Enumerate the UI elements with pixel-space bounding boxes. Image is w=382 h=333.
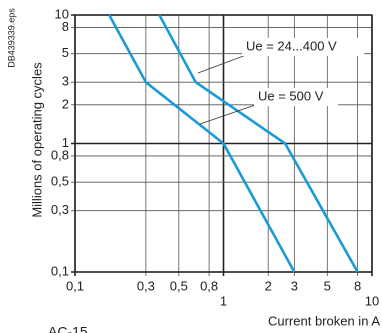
- x-tick-label: 0,5: [170, 278, 188, 293]
- y-tick-label: 0,1: [51, 263, 69, 278]
- x-tick-label: 0,1: [66, 278, 84, 293]
- series-label: Ue = 24...400 V: [246, 38, 337, 53]
- x-tick-label: 0,8: [200, 278, 218, 293]
- x-tick-label: 2: [265, 278, 272, 293]
- y-axis-label: Millions of operating cycles: [29, 62, 44, 218]
- series-line: [158, 14, 359, 273]
- x-tick-label: 1: [220, 293, 227, 308]
- y-tick-label: 8: [62, 19, 69, 34]
- y-tick-label: 2: [62, 96, 69, 111]
- label-box: [254, 88, 338, 106]
- x-tick-label: 5: [324, 278, 331, 293]
- x-tick-label: 8: [354, 278, 361, 293]
- label-box: [242, 38, 364, 56]
- series-label: Ue = 500 V: [258, 88, 324, 103]
- x-tick-label: 0,3: [137, 278, 155, 293]
- y-tick-label: 1: [62, 135, 69, 150]
- y-tick-label: 0,8: [51, 147, 69, 162]
- leader-line: [199, 103, 259, 125]
- y-tick-label: 3: [62, 74, 69, 89]
- x-axis-label: Current broken in A: [268, 313, 380, 328]
- x-tick-label: 3: [291, 278, 298, 293]
- y-tick-label: 0,3: [51, 202, 69, 217]
- x-tick-label: 10: [365, 293, 379, 308]
- file-id: DB439339.eps: [6, 8, 16, 68]
- y-tick-label: 5: [62, 45, 69, 60]
- footnote: AC-15: [48, 324, 88, 333]
- annotations: Ue = 24...400 V Ue = 500 V: [197, 38, 364, 125]
- leader-line: [197, 54, 247, 74]
- series-line: [108, 14, 296, 273]
- y-tick-label: 0,5: [51, 174, 69, 189]
- lines: [108, 14, 359, 273]
- y-tick-label: 10: [55, 6, 69, 21]
- plot-frame: [74, 14, 373, 273]
